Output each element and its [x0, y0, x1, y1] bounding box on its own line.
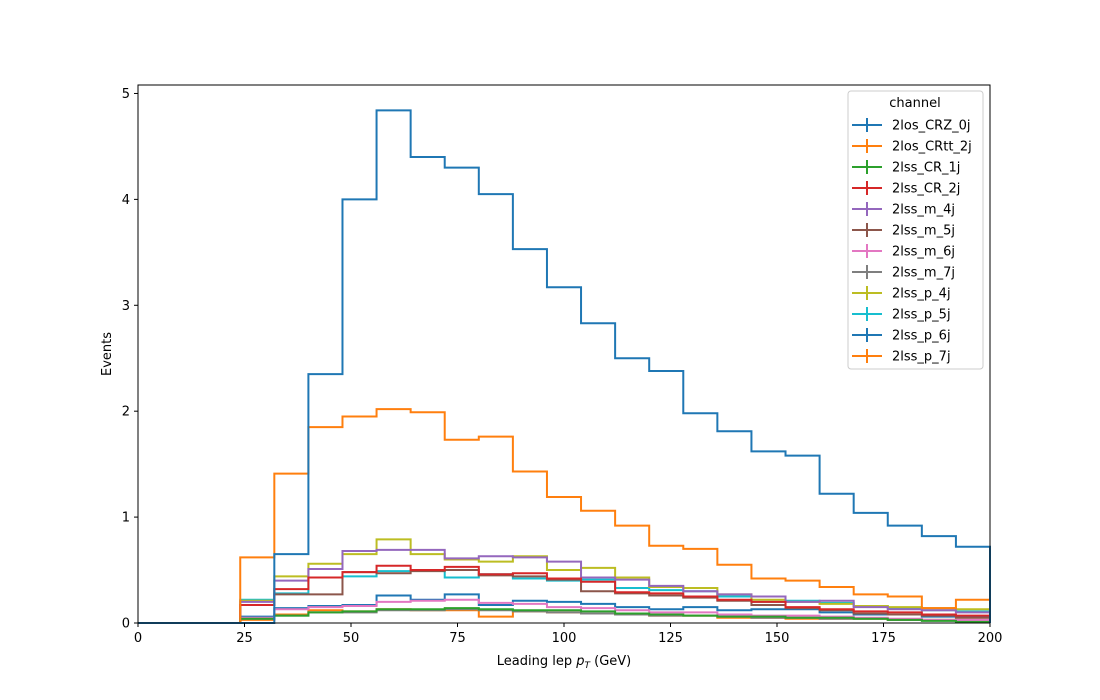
legend-label: 2lss_m_6j — [892, 245, 955, 260]
legend-label: 2lss_m_5j — [892, 224, 955, 239]
legend-label: 2lss_CR_1j — [892, 161, 960, 176]
legend-title: channel — [889, 96, 940, 111]
legend-label: 2lss_m_7j — [892, 266, 955, 281]
legend-item-2los_CRtt_2j: 2los_CRtt_2j — [852, 139, 972, 155]
legend-box — [847, 90, 984, 370]
legend-item-2lss_m_7j: 2lss_m_7j — [852, 265, 955, 281]
x-tick-label: 200 — [978, 631, 1003, 646]
legend-items: 2los_CRZ_0j 2los_CRtt_2j 2lss_CR_1j 2lss_CR… — [852, 118, 972, 365]
x-tick-label: 50 — [343, 631, 360, 646]
x-tick-label: 150 — [765, 631, 790, 646]
series-line-2los_CRZ_0j — [138, 109, 991, 624]
y-tick-label: 5 — [122, 87, 130, 102]
legend-item-2lss_p_5j: 2lss_p_5j — [852, 307, 951, 323]
series-line-2lss_CR_1j — [138, 607, 991, 624]
series-line-2lss_m_4j — [138, 548, 991, 624]
legend-label: 2lss_CR_2j — [892, 182, 960, 197]
y-axis: 0 1 2 3 4 5 — [122, 87, 138, 632]
x-tick-label: 75 — [449, 631, 466, 646]
plot-area — [138, 109, 991, 624]
legend-label: 2los_CRZ_0j — [892, 119, 971, 134]
x-tick-label: 100 — [552, 631, 577, 646]
x-axis: 0 25 50 75 100 125 150 175 200 — [134, 623, 1003, 646]
legend-label: 2los_CRtt_2j — [892, 140, 972, 155]
x-tick-label: 0 — [134, 631, 142, 646]
legend-item-2lss_m_6j: 2lss_m_6j — [852, 244, 955, 260]
legend-item-2los_CRZ_0j: 2los_CRZ_0j — [852, 118, 971, 134]
legend-item-2lss_m_5j: 2lss_m_5j — [852, 223, 955, 239]
legend-label: 2lss_p_7j — [892, 350, 951, 365]
legend-label: 2lss_m_4j — [892, 203, 955, 218]
x-tick-label: 175 — [871, 631, 896, 646]
x-axis-label: Leading lep pT (GeV) — [497, 654, 631, 671]
x-tick-label: 125 — [658, 631, 683, 646]
legend-item-2lss_m_4j: 2lss_m_4j — [852, 202, 955, 218]
y-tick-label: 4 — [122, 193, 130, 208]
y-tick-label: 0 — [122, 617, 130, 632]
legend-item-2lss_CR_1j: 2lss_CR_1j — [852, 160, 960, 176]
y-tick-label: 2 — [122, 405, 130, 420]
legend-label: 2lss_p_6j — [892, 329, 951, 344]
x-tick-label: 25 — [236, 631, 253, 646]
series-line-2lss_m_5j — [138, 569, 991, 624]
legend-label: 2lss_p_5j — [892, 308, 951, 323]
legend: channel 2los_CRZ_0j 2los_CRtt_2j 2lss_CR_1… — [847, 90, 984, 370]
y-tick-label: 3 — [122, 299, 130, 314]
legend-item-2lss_p_7j: 2lss_p_7j — [852, 349, 951, 365]
legend-item-2lss_CR_2j: 2lss_CR_2j — [852, 181, 960, 197]
y-axis-label: Events — [100, 332, 115, 376]
legend-item-2lss_p_4j: 2lss_p_4j — [852, 286, 951, 302]
legend-item-2lss_p_6j: 2lss_p_6j — [852, 328, 951, 344]
legend-label: 2lss_p_4j — [892, 287, 951, 302]
y-tick-label: 1 — [122, 511, 130, 526]
series-line-2lss_CR_2j — [138, 564, 991, 624]
